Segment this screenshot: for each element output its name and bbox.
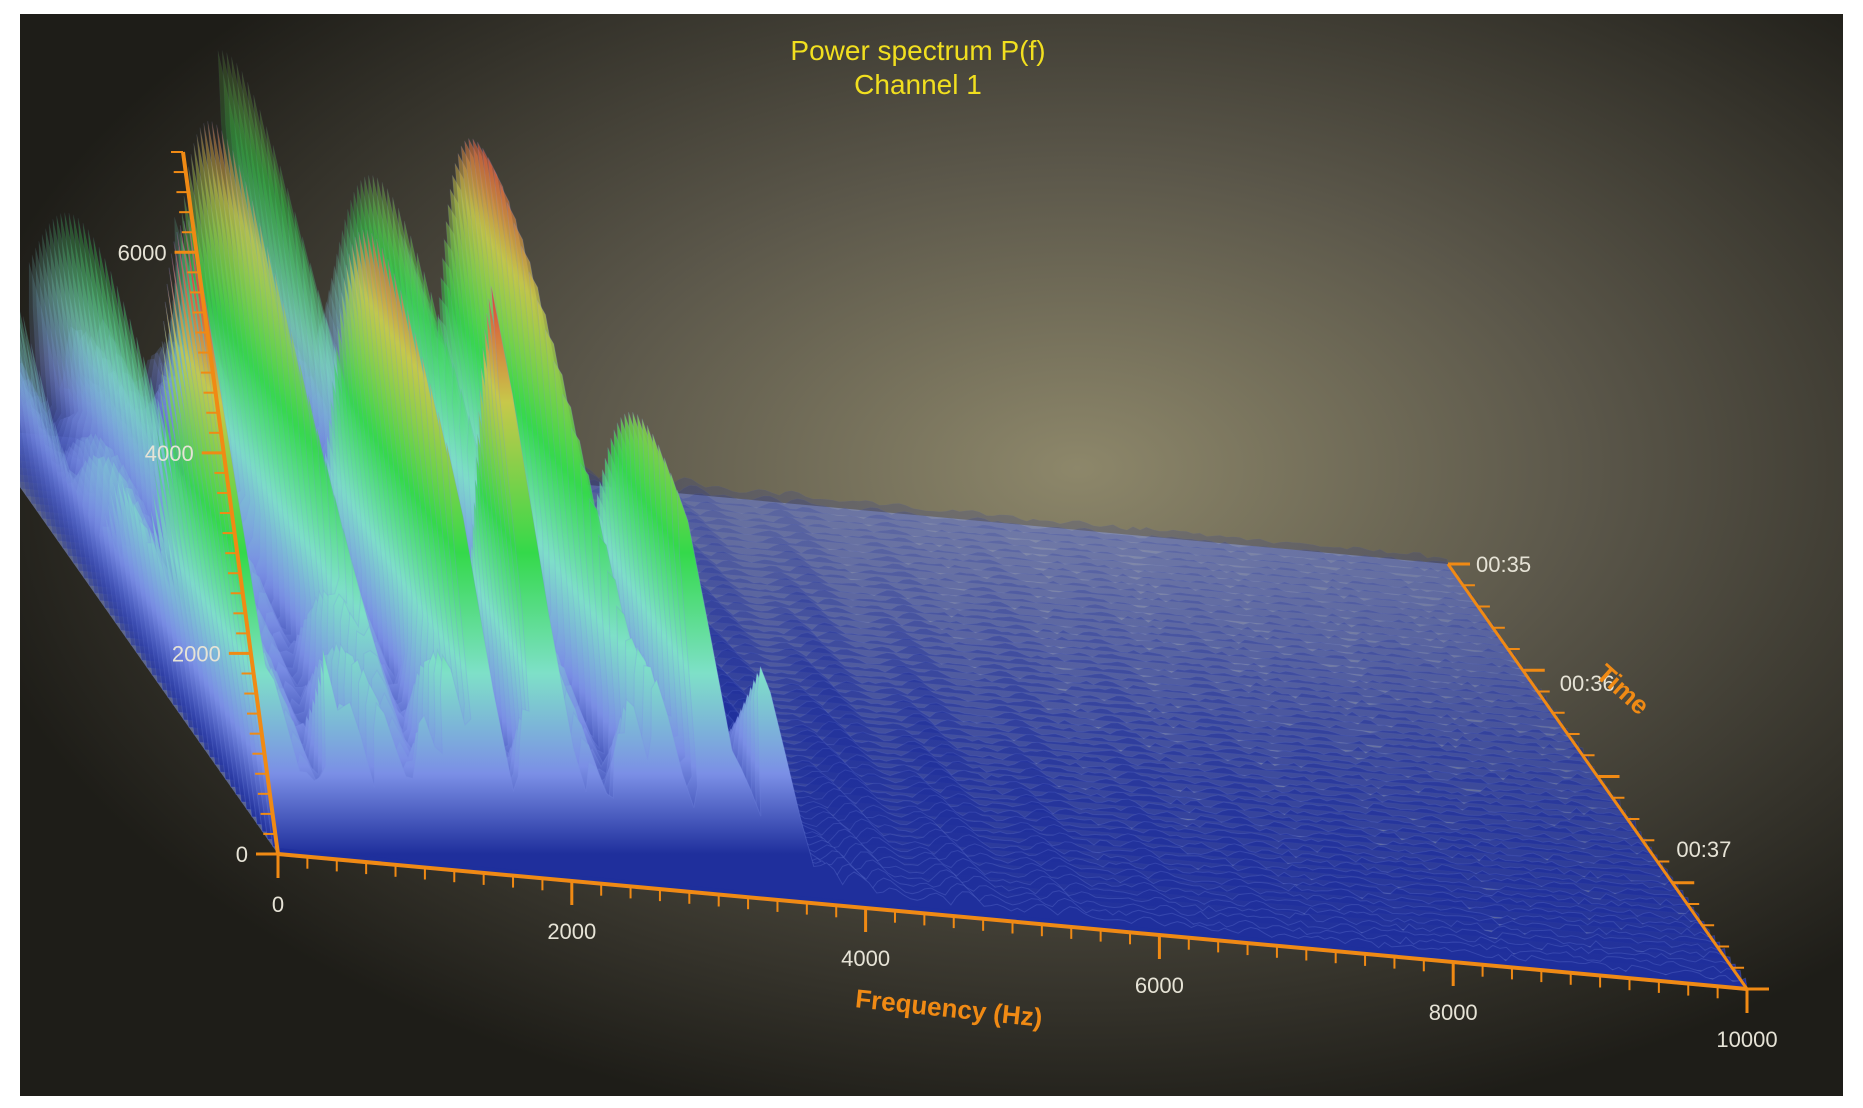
surface-rows bbox=[20, 50, 1748, 991]
x-tick-label: 6000 bbox=[1135, 973, 1184, 998]
time-tick-label: 00:35 bbox=[1476, 552, 1531, 577]
z-tick-label: 2000 bbox=[172, 641, 221, 666]
chart-title: Power spectrum P(f) bbox=[790, 35, 1045, 66]
x-tick-label: 0 bbox=[272, 892, 284, 917]
x-tick-label: 10000 bbox=[1716, 1027, 1777, 1052]
z-tick-label: 0 bbox=[236, 842, 248, 867]
surface-row bbox=[192, 222, 1748, 990]
chart-panel: 0 2000 4000 6000 8000 10000 0 2000 4000 6000 00:35… bbox=[20, 14, 1843, 1096]
time-tick-label: 00:36 bbox=[1560, 671, 1615, 696]
x-tick-label: 2000 bbox=[547, 919, 596, 944]
z-tick-label: 4000 bbox=[145, 441, 194, 466]
x-tick-label: 8000 bbox=[1429, 1000, 1478, 1025]
z-axis-line bbox=[181, 151, 280, 855]
x-tick-label: 4000 bbox=[841, 946, 890, 971]
ticks: 0 2000 4000 6000 8000 10000 0 2000 4000 6000 00:35… bbox=[118, 151, 1778, 1052]
surface-chart: 0 2000 4000 6000 8000 10000 0 2000 4000 6000 00:35… bbox=[20, 14, 1843, 1096]
chart-subtitle: Channel 1 bbox=[854, 69, 982, 100]
time-tick-label: 00:37 bbox=[1676, 837, 1731, 862]
z-tick-label: 6000 bbox=[118, 240, 167, 265]
